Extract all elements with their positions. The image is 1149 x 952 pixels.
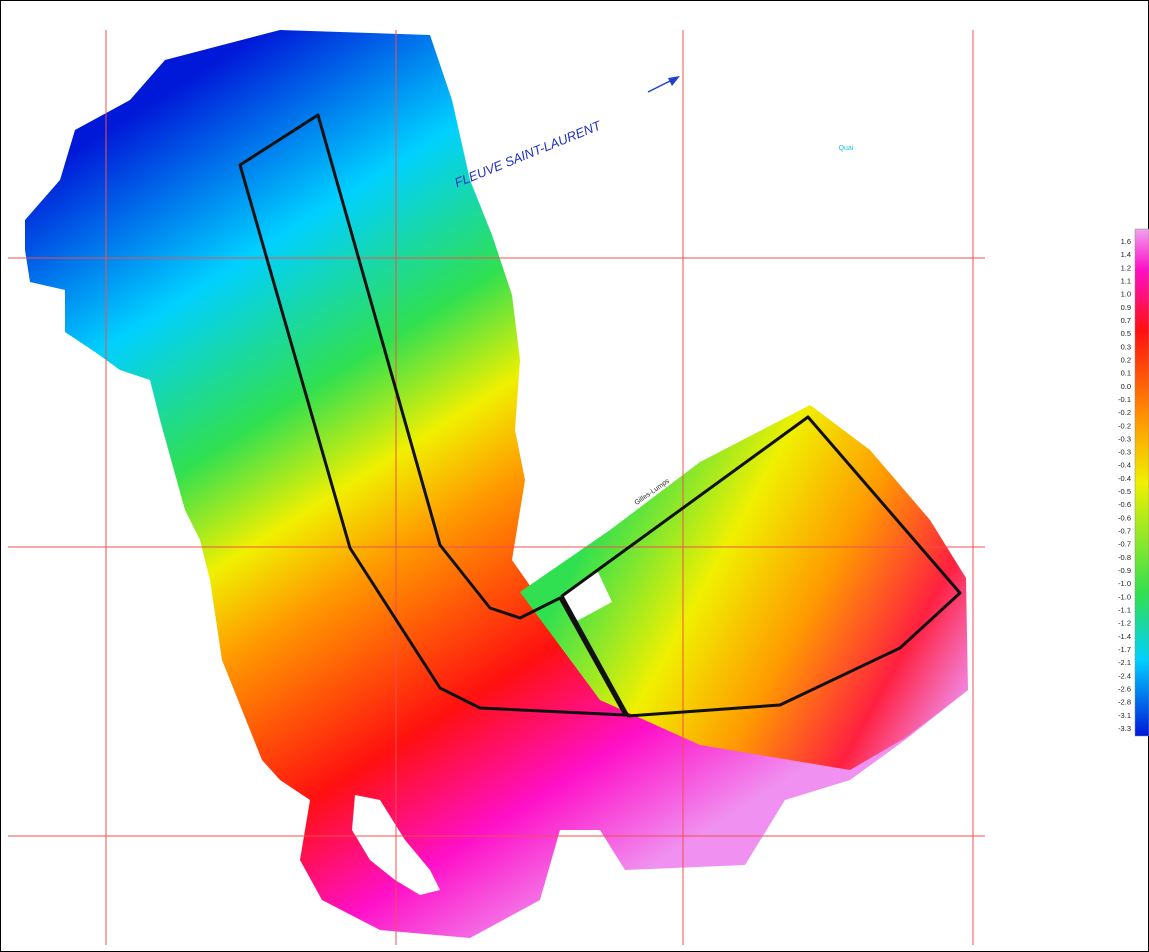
legend-label: -0.4	[1118, 474, 1131, 483]
legend-label: -1.0	[1118, 592, 1131, 601]
legend-label: 1.6	[1121, 237, 1131, 246]
legend-label: -0.7	[1118, 527, 1131, 536]
legend-label: 1.0	[1121, 290, 1131, 299]
legend-colorbar	[1135, 229, 1149, 736]
legend-label: -0.3	[1118, 434, 1131, 443]
legend-label: -0.5	[1118, 487, 1131, 496]
legend-label: -1.0	[1118, 579, 1131, 588]
legend-label: -0.2	[1118, 421, 1131, 430]
legend-label: -0.2	[1118, 408, 1131, 417]
legend: 1.6 1.4 1.2 1.1 1.0 0.9 0.7 0.5 0.3 0.2 0.1 0.0 -0.1…	[1118, 237, 1131, 733]
quay-label: Quai	[839, 145, 854, 152]
legend-label: -0.1	[1118, 395, 1131, 404]
river-label: FLEUVE SAINT-LAURENT	[452, 117, 604, 190]
legend-label: 0.9	[1121, 303, 1131, 312]
legend-label: -0.6	[1118, 500, 1131, 509]
legend-label: -2.4	[1118, 671, 1131, 680]
legend-label: -1.1	[1118, 606, 1131, 615]
legend-label: -1.7	[1118, 645, 1131, 654]
legend-label: -1.4	[1118, 632, 1131, 641]
legend-label: 0.0	[1121, 382, 1131, 391]
legend-label: -2.8	[1118, 698, 1131, 707]
legend-label: -0.8	[1118, 553, 1131, 562]
legend-label: 1.1	[1121, 276, 1131, 285]
north-arrow-head	[668, 76, 680, 86]
legend-label: 0.2	[1121, 355, 1131, 364]
legend-label: 0.5	[1121, 329, 1131, 338]
bathymetry-map: FLEUVE SAINT-LAURENT Quai Gilles-Lumps 1…	[0, 0, 1149, 952]
legend-label: -0.4	[1118, 461, 1131, 470]
legend-label: 0.1	[1121, 369, 1131, 378]
legend-label: -0.9	[1118, 566, 1131, 575]
legend-label: -2.6	[1118, 684, 1131, 693]
legend-label: 1.2	[1121, 263, 1131, 272]
legend-label: 0.7	[1121, 316, 1131, 325]
legend-label: -3.3	[1118, 724, 1131, 733]
legend-label: -0.7	[1118, 540, 1131, 549]
legend-label: -1.2	[1118, 619, 1131, 628]
legend-label: -0.3	[1118, 448, 1131, 457]
legend-label: -2.1	[1118, 658, 1131, 667]
legend-label: 1.4	[1121, 250, 1131, 259]
legend-label: -3.1	[1118, 711, 1131, 720]
legend-label: -0.6	[1118, 513, 1131, 522]
legend-label: 0.3	[1121, 342, 1131, 351]
